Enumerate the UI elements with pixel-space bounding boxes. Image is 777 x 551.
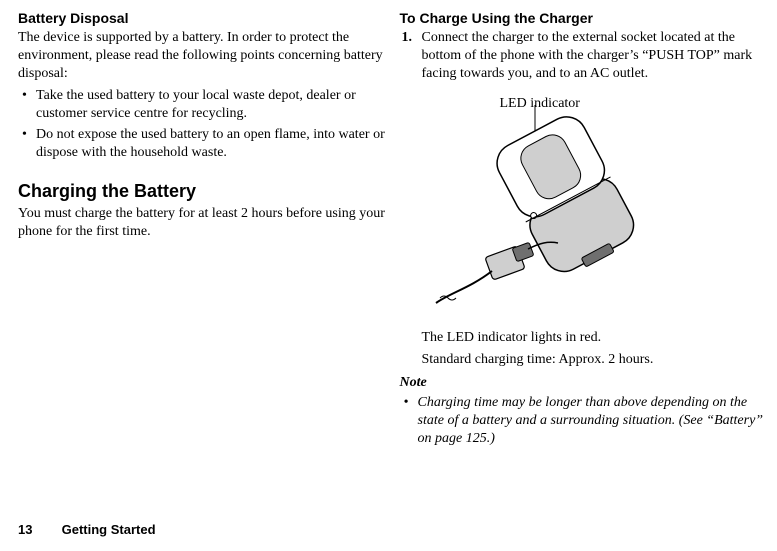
page-footer: 13 Getting Started xyxy=(18,522,156,539)
battery-disposal-heading: Battery Disposal xyxy=(18,10,386,28)
page-number: 13 xyxy=(18,522,58,539)
battery-disposal-body: The device is supported by a battery. In… xyxy=(18,29,386,83)
step-text: Connect the charger to the external sock… xyxy=(422,30,753,81)
led-info-line1: The LED indicator lights in red. xyxy=(422,329,768,347)
charger-figure: LED indicator xyxy=(400,93,768,323)
charging-body: You must charge the battery for at least… xyxy=(18,205,386,241)
battery-disposal-item: Take the used battery to your local wast… xyxy=(18,87,386,123)
charger-step-1: 1. Connect the charger to the external s… xyxy=(400,29,768,83)
led-info-line2: Standard charging time: Approx. 2 hours. xyxy=(422,351,768,369)
charger-heading: To Charge Using the Charger xyxy=(400,10,768,28)
phone-charger-illustration-icon xyxy=(430,93,740,313)
note-item: Charging time may be longer than above d… xyxy=(400,394,768,448)
footer-section-title: Getting Started xyxy=(62,522,156,537)
charging-heading: Charging the Battery xyxy=(18,180,386,203)
note-heading: Note xyxy=(400,374,768,392)
battery-disposal-item: Do not expose the used battery to an ope… xyxy=(18,126,386,162)
step-number: 1. xyxy=(402,29,413,47)
